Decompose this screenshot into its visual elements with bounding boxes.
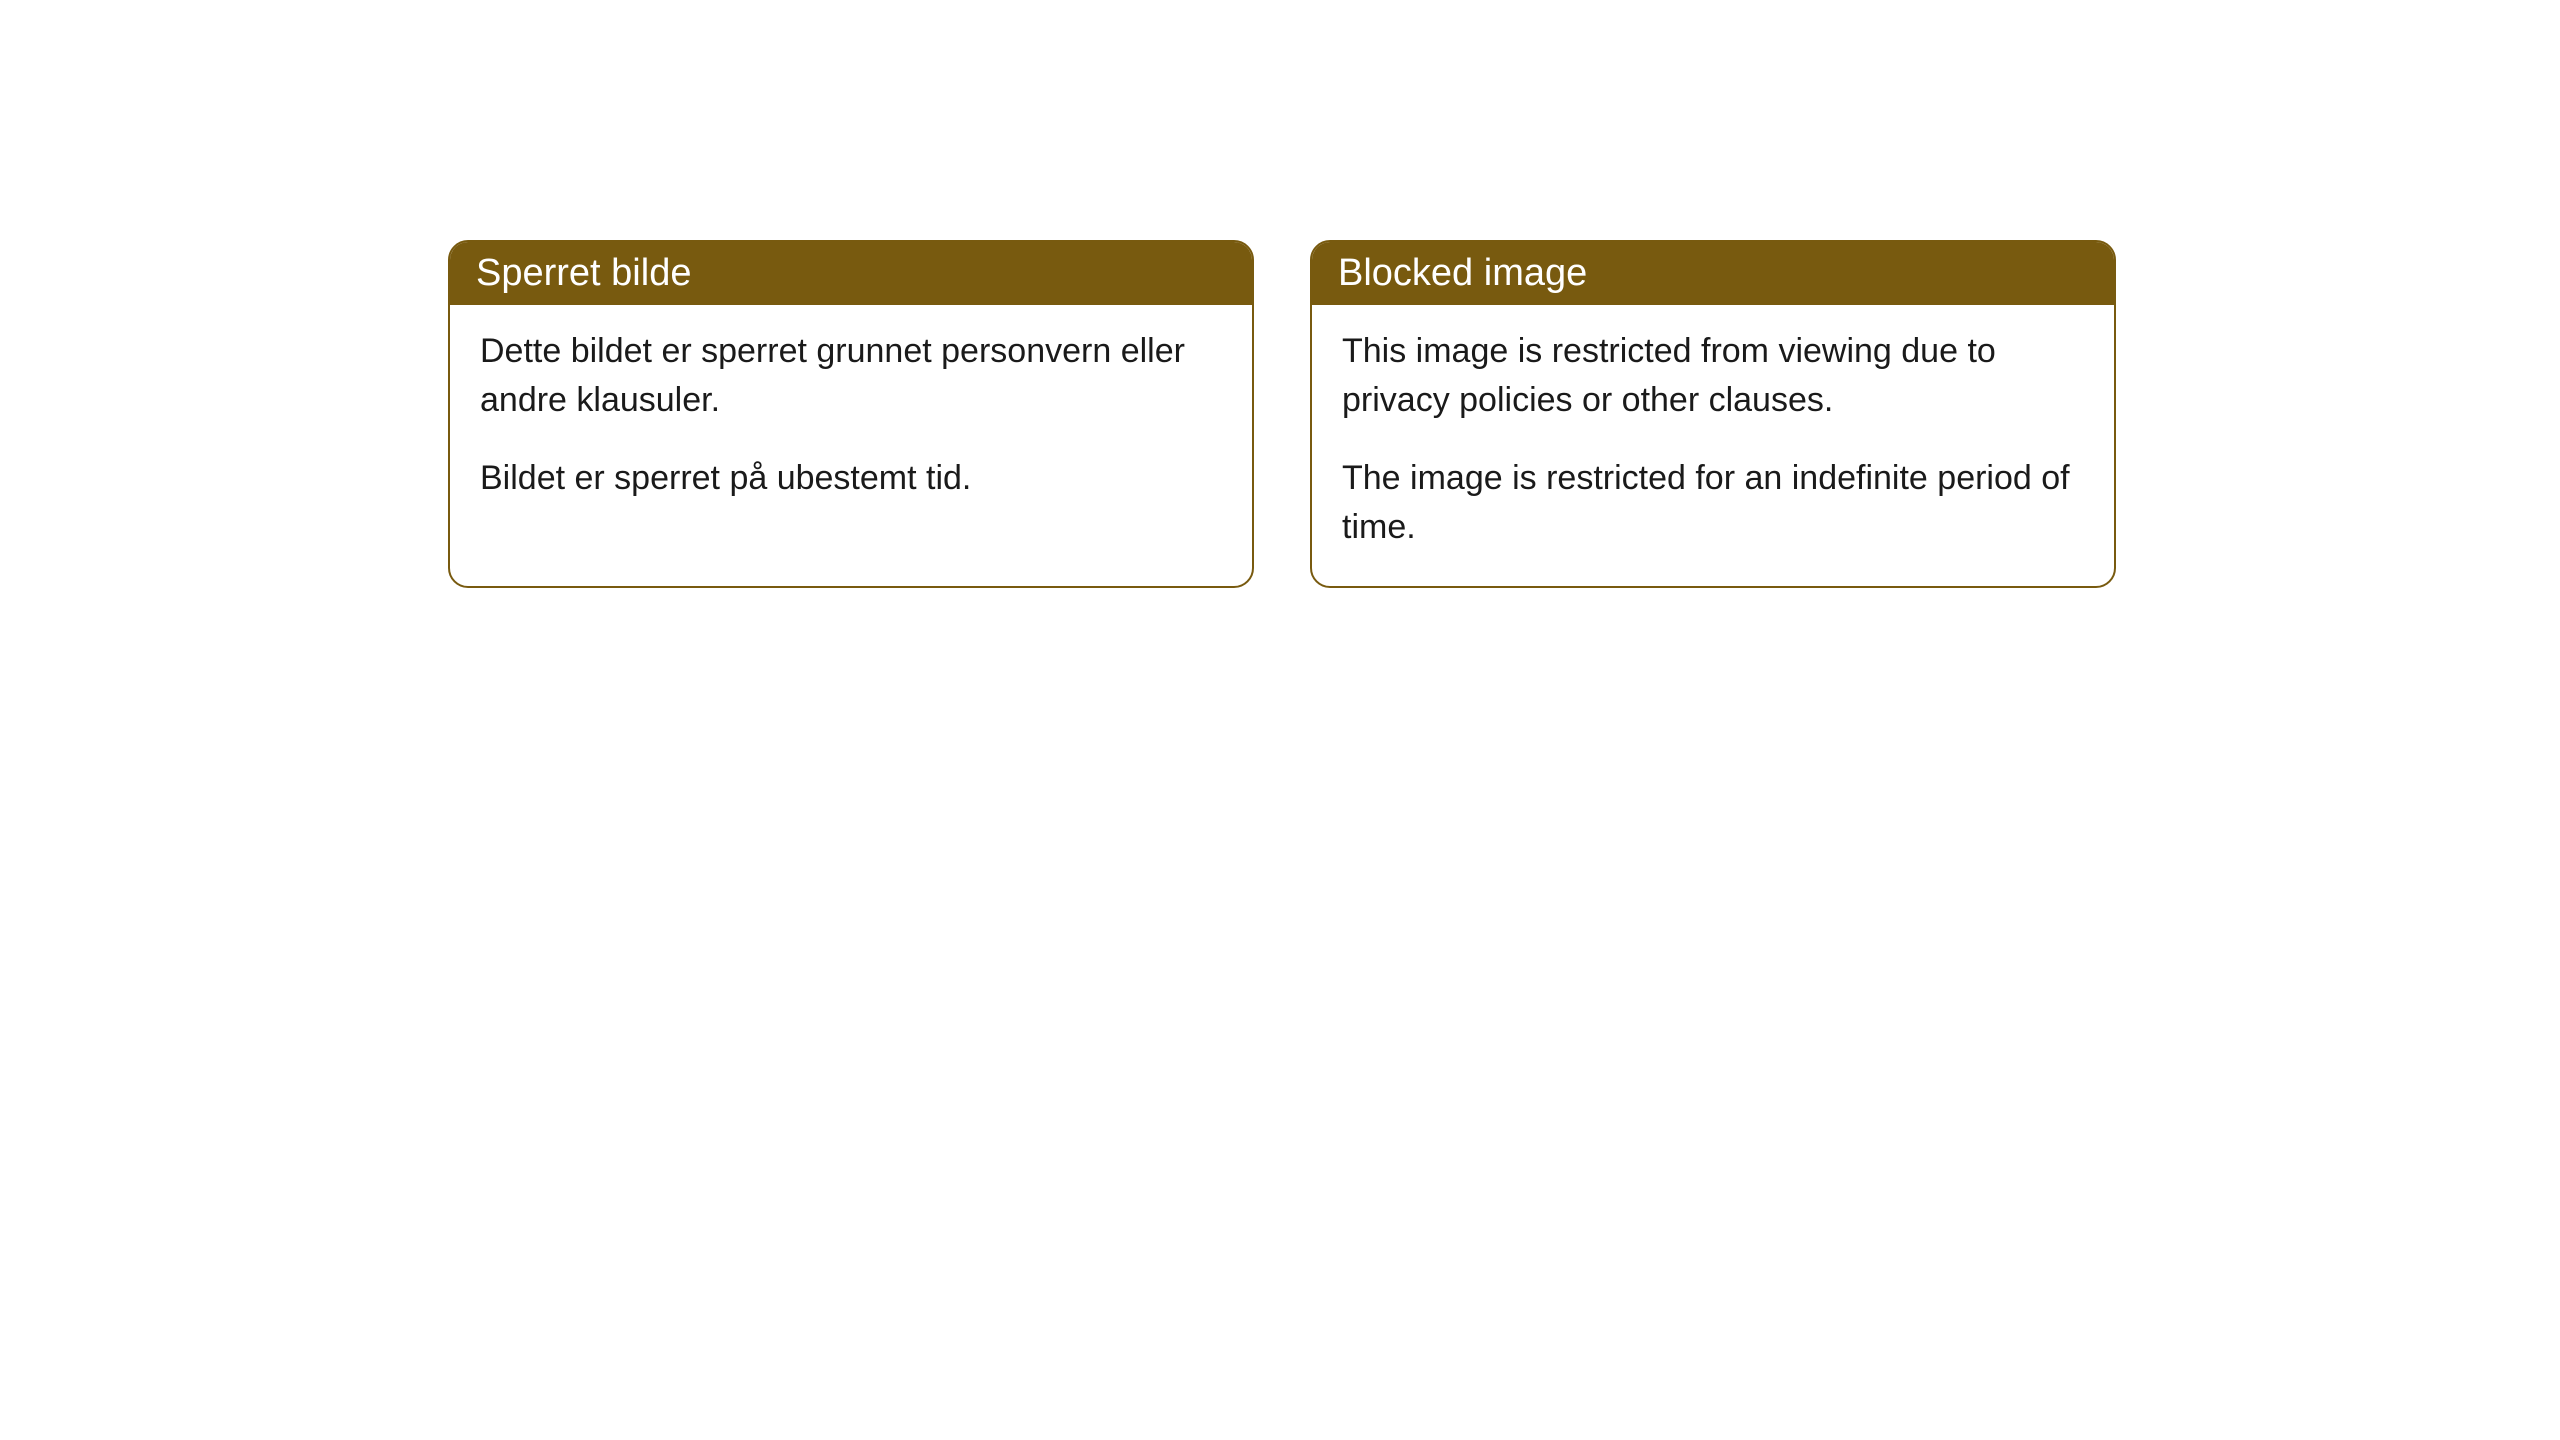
notice-header-english: Blocked image [1312, 242, 2114, 305]
notice-text: Dette bildet er sperret grunnet personve… [480, 327, 1222, 426]
notice-body-norwegian: Dette bildet er sperret grunnet personve… [450, 305, 1252, 537]
notice-card-norwegian: Sperret bilde Dette bildet er sperret gr… [448, 240, 1254, 588]
notice-body-english: This image is restricted from viewing du… [1312, 305, 2114, 586]
notice-text: The image is restricted for an indefinit… [1342, 454, 2084, 553]
notice-card-english: Blocked image This image is restricted f… [1310, 240, 2116, 588]
notice-container: Sperret bilde Dette bildet er sperret gr… [448, 240, 2116, 588]
notice-header-norwegian: Sperret bilde [450, 242, 1252, 305]
notice-text: Bildet er sperret på ubestemt tid. [480, 454, 1222, 503]
notice-text: This image is restricted from viewing du… [1342, 327, 2084, 426]
